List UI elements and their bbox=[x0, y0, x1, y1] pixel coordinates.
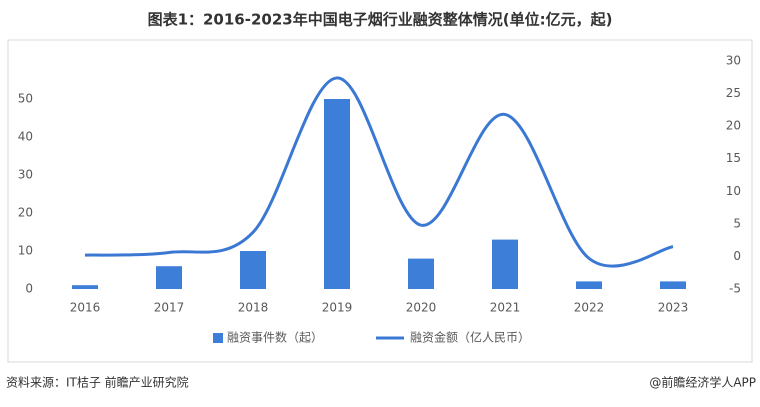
legend-label: 融资金额（亿人民币） bbox=[410, 330, 530, 345]
y-tick-label: 40 bbox=[18, 130, 33, 144]
x-tick-label: 2019 bbox=[322, 301, 353, 315]
y-tick-label: 0 bbox=[25, 282, 33, 296]
legend-swatch bbox=[213, 333, 223, 343]
bar bbox=[576, 281, 602, 289]
y-tick-label: 20 bbox=[18, 206, 33, 220]
x-tick-label: 2020 bbox=[406, 301, 437, 315]
x-tick-label: 2017 bbox=[154, 301, 185, 315]
y2-tick-label: 25 bbox=[726, 86, 741, 100]
x-tick-label: 2022 bbox=[574, 301, 605, 315]
y2-tick-label: 10 bbox=[726, 184, 741, 198]
bar bbox=[324, 99, 350, 289]
bar bbox=[492, 239, 518, 289]
line bbox=[84, 76, 674, 268]
bar bbox=[660, 281, 686, 289]
x-tick-label: 2021 bbox=[490, 301, 521, 315]
y2-tick-label: 5 bbox=[733, 216, 741, 230]
source: 资料来源：IT桔子 前瞻产业研究院 bbox=[6, 375, 189, 390]
y2-tick-label: 0 bbox=[733, 249, 741, 263]
y-tick-label: 50 bbox=[18, 92, 33, 106]
y-tick-label: 30 bbox=[18, 168, 33, 182]
credit: @前瞻经济学人APP bbox=[649, 375, 756, 390]
y2-tick-label: 20 bbox=[726, 119, 741, 133]
bar bbox=[72, 285, 98, 289]
x-tick-label: 2016 bbox=[70, 301, 101, 315]
y2-tick-label: 15 bbox=[726, 151, 741, 165]
y2-tick-label: 30 bbox=[726, 54, 741, 68]
chart-title: 图表1：2016-2023年中国电子烟行业融资整体情况(单位:亿元，起) bbox=[148, 11, 613, 29]
bar bbox=[408, 258, 434, 289]
legend-label: 融资事件数（起） bbox=[227, 330, 323, 345]
bar bbox=[156, 266, 182, 289]
y2-tick-label: -5 bbox=[729, 282, 741, 296]
x-tick-label: 2018 bbox=[238, 301, 269, 315]
y-tick-label: 10 bbox=[18, 244, 33, 258]
bar bbox=[240, 251, 266, 289]
x-tick-label: 2023 bbox=[658, 301, 689, 315]
chart-frame bbox=[7, 39, 753, 363]
